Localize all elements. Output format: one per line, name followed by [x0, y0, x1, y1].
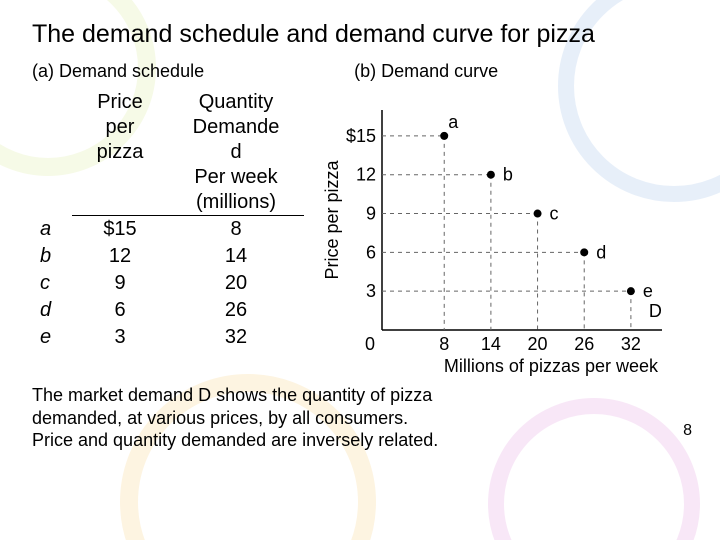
row-qty: 8 — [168, 216, 304, 244]
svg-text:9: 9 — [366, 204, 376, 224]
svg-text:26: 26 — [574, 334, 594, 354]
row-price: $15 — [72, 216, 168, 244]
row-price: 6 — [72, 297, 168, 324]
svg-text:b: b — [503, 165, 513, 185]
table-row: a$158 — [32, 216, 304, 244]
footnote-line-1: The market demand D shows the quantity o… — [32, 385, 432, 405]
row-qty: 14 — [168, 243, 304, 270]
row-label: e — [32, 324, 72, 351]
page-number: 8 — [683, 422, 692, 440]
svg-text:20: 20 — [528, 334, 548, 354]
svg-text:Millions of pizzas per week: Millions of pizzas per week — [444, 356, 659, 376]
svg-text:Price per pizza: Price per pizza — [322, 159, 342, 279]
row-label: c — [32, 270, 72, 297]
row-label: a — [32, 216, 72, 244]
svg-text:12: 12 — [356, 165, 376, 185]
row-qty: 20 — [168, 270, 304, 297]
subtitle-demand-schedule: (a) Demand schedule — [32, 61, 204, 82]
slide-title: The demand schedule and demand curve for… — [32, 20, 688, 49]
svg-text:$15: $15 — [346, 126, 376, 146]
svg-text:D: D — [649, 301, 662, 321]
svg-text:a: a — [448, 112, 459, 132]
subtitle-demand-curve: (b) Demand curve — [354, 61, 498, 82]
row-qty: 32 — [168, 324, 304, 351]
svg-text:32: 32 — [621, 334, 641, 354]
svg-text:c: c — [550, 204, 559, 224]
row-price: 9 — [72, 270, 168, 297]
svg-text:e: e — [643, 281, 653, 301]
table-row: c920 — [32, 270, 304, 297]
row-qty: 26 — [168, 297, 304, 324]
footnote-line-3: Price and quantity demanded are inversel… — [32, 430, 438, 450]
demand-curve-chart: Price per pizza 3 6 9 12 $15 8 14 20 26 32 0 a b c d eD M… — [322, 90, 682, 380]
svg-text:6: 6 — [366, 242, 376, 262]
svg-text:8: 8 — [439, 334, 449, 354]
table-row: b1214 — [32, 243, 304, 270]
table-row: d626 — [32, 297, 304, 324]
svg-text:d: d — [596, 242, 606, 262]
svg-text:0: 0 — [365, 334, 375, 354]
row-label: d — [32, 297, 72, 324]
table-row: e332 — [32, 324, 304, 351]
footnote-line-2: demanded, at various prices, by all cons… — [32, 408, 408, 428]
svg-text:14: 14 — [481, 334, 501, 354]
svg-text:3: 3 — [366, 281, 376, 301]
demand-schedule-table: Priceperpizza QuantityDemandedPer week(m… — [32, 90, 304, 351]
row-label: b — [32, 243, 72, 270]
row-price: 3 — [72, 324, 168, 351]
row-price: 12 — [72, 243, 168, 270]
